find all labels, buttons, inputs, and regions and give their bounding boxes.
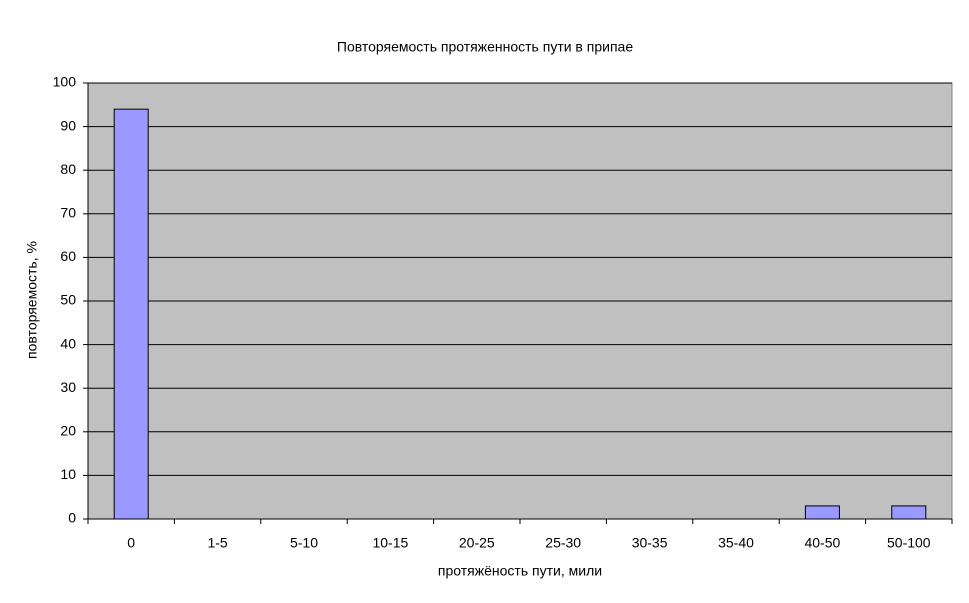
y-tick-label: 10 — [60, 466, 76, 482]
x-tick-label: 20-25 — [459, 535, 495, 551]
y-tick-label: 20 — [60, 423, 76, 439]
x-tick-label: 10-15 — [372, 535, 408, 551]
y-tick-label: 80 — [60, 161, 76, 177]
y-tick-label: 50 — [60, 292, 76, 308]
x-tick-label: 30-35 — [632, 535, 668, 551]
x-tick-label: 50-100 — [887, 535, 931, 551]
bar — [891, 505, 927, 520]
y-axis-label: повторяемость, % — [24, 241, 40, 359]
x-tick-label: 5-10 — [290, 535, 318, 551]
chart-title: Повторяемость протяженность пути в припа… — [337, 39, 633, 55]
x-tick-label: 25-30 — [545, 535, 581, 551]
x-tick-label: 35-40 — [718, 535, 754, 551]
x-tick-label: 40-50 — [804, 535, 840, 551]
y-tick-label: 40 — [60, 335, 76, 351]
x-axis-label: протяжёность пути, мили — [438, 563, 602, 579]
y-tick-label: 0 — [68, 510, 76, 526]
y-tick-label: 90 — [60, 117, 76, 133]
x-tick-label: 0 — [127, 535, 135, 551]
y-tick-label: 70 — [60, 205, 76, 221]
y-tick-label: 30 — [60, 379, 76, 395]
bar — [113, 108, 149, 520]
bar — [804, 505, 840, 520]
y-tick-label: 100 — [53, 74, 77, 90]
y-tick-label: 60 — [60, 248, 76, 264]
x-tick-label: 1-5 — [207, 535, 227, 551]
